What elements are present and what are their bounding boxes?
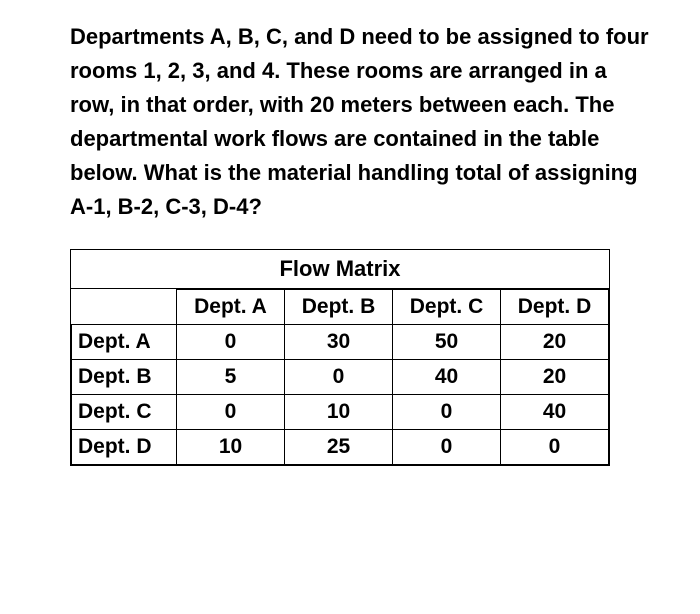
col-header: Dept. B bbox=[285, 289, 393, 324]
table-row: Dept. B 5 0 40 20 bbox=[72, 359, 609, 394]
row-label: Dept. B bbox=[72, 359, 177, 394]
flow-matrix-table: Flow Matrix Dept. A Dept. B Dept. C Dept… bbox=[70, 249, 610, 466]
question-text: Departments A, B, C, and D need to be as… bbox=[70, 20, 650, 225]
table-cell: 0 bbox=[177, 394, 285, 429]
flow-matrix: Dept. A Dept. B Dept. C Dept. D Dept. A … bbox=[71, 289, 609, 465]
table-cell: 10 bbox=[177, 429, 285, 464]
table-cell: 40 bbox=[393, 359, 501, 394]
table-header-row: Dept. A Dept. B Dept. C Dept. D bbox=[72, 289, 609, 324]
table-cell: 25 bbox=[285, 429, 393, 464]
col-header: Dept. D bbox=[501, 289, 609, 324]
table-corner-empty bbox=[72, 289, 177, 324]
table-cell: 0 bbox=[393, 394, 501, 429]
table-cell: 0 bbox=[177, 324, 285, 359]
table-cell: 0 bbox=[501, 429, 609, 464]
table-cell: 10 bbox=[285, 394, 393, 429]
table-cell: 50 bbox=[393, 324, 501, 359]
table-cell: 20 bbox=[501, 359, 609, 394]
table-cell: 5 bbox=[177, 359, 285, 394]
row-label: Dept. D bbox=[72, 429, 177, 464]
table-cell: 20 bbox=[501, 324, 609, 359]
table-row: Dept. A 0 30 50 20 bbox=[72, 324, 609, 359]
table-cell: 30 bbox=[285, 324, 393, 359]
row-label: Dept. A bbox=[72, 324, 177, 359]
row-label: Dept. C bbox=[72, 394, 177, 429]
col-header: Dept. C bbox=[393, 289, 501, 324]
table-cell: 0 bbox=[393, 429, 501, 464]
table-title: Flow Matrix bbox=[71, 250, 609, 289]
table-row: Dept. D 10 25 0 0 bbox=[72, 429, 609, 464]
col-header: Dept. A bbox=[177, 289, 285, 324]
table-row: Dept. C 0 10 0 40 bbox=[72, 394, 609, 429]
table-cell: 40 bbox=[501, 394, 609, 429]
table-cell: 0 bbox=[285, 359, 393, 394]
